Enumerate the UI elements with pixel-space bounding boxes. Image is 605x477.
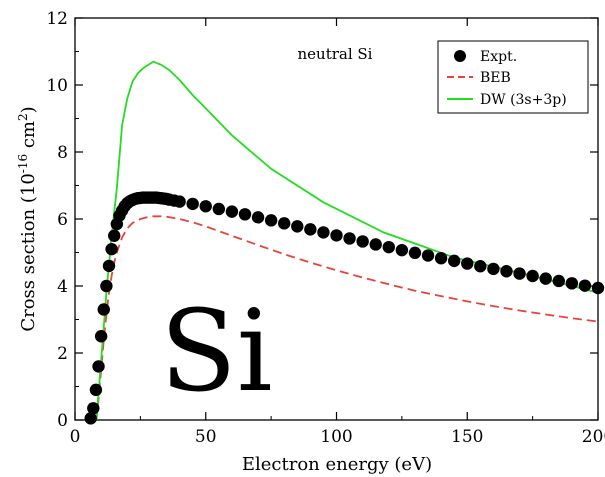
data-point-expt — [500, 265, 513, 278]
overlay-label-si: Si — [160, 287, 273, 417]
data-point-expt — [186, 197, 199, 211]
data-point-expt — [487, 262, 500, 276]
data-point-expt — [395, 243, 409, 257]
y-tick-label: 10 — [46, 76, 68, 96]
legend-label-dw: DW (3s+3p) — [480, 92, 567, 108]
y-tick-label: 12 — [46, 9, 68, 29]
legend-label-beb: BEB — [480, 70, 511, 86]
y-axis-title-mid: cm — [18, 121, 39, 154]
data-point-expt — [87, 402, 100, 415]
data-point-expt — [108, 229, 121, 242]
legend-marker-expt — [454, 50, 466, 62]
data-point-expt — [421, 249, 435, 262]
data-point-expt — [94, 330, 108, 343]
y-tick-label: 8 — [57, 143, 68, 163]
axis-ticks: 0 50 100 150 200 0 2 4 6 8 10 12 — [46, 9, 605, 447]
y-tick-label: 4 — [57, 277, 68, 297]
x-tick-label: 0 — [70, 427, 81, 447]
series-line-beb — [95, 215, 598, 420]
data-point-expt — [369, 238, 382, 251]
data-point-expt — [89, 383, 103, 397]
y-axis-title: Cross section (10-16 cm2) — [16, 106, 39, 331]
data-point-expt — [264, 214, 278, 227]
data-point-expt — [382, 240, 395, 254]
data-point-expt — [578, 279, 592, 292]
data-point-expt — [552, 274, 565, 288]
y-tick-label: 0 — [57, 411, 68, 431]
data-point-expt — [84, 412, 97, 425]
data-point-expt — [461, 257, 474, 270]
legend: Expt. BEB DW (3s+3p) — [437, 40, 589, 114]
data-point-expt — [343, 232, 356, 245]
data-point-expt — [291, 220, 304, 233]
data-point-expt — [97, 303, 110, 316]
data-point-expt — [356, 235, 369, 248]
x-tick-label: 100 — [320, 427, 352, 447]
data-point-expt — [100, 279, 113, 293]
data-point-expt — [408, 246, 422, 260]
data-point-expt — [102, 259, 116, 273]
data-point-expt — [278, 217, 291, 230]
data-point-expt — [105, 242, 118, 256]
data-point-expt — [526, 269, 539, 283]
data-point-expt — [304, 223, 317, 236]
y-axis-title-prefix: Cross section (10 — [18, 173, 39, 331]
data-point-expt — [199, 200, 212, 213]
legend-label-expt: Expt. — [480, 49, 517, 65]
data-point-expt — [225, 205, 239, 218]
data-point-expt — [447, 254, 461, 268]
series-expt — [84, 191, 605, 425]
data-point-expt — [474, 260, 487, 273]
y-tick-label: 6 — [57, 210, 68, 230]
data-point-expt — [565, 277, 579, 290]
x-axis-title: Electron energy (eV) — [242, 454, 432, 475]
data-point-expt — [434, 251, 448, 265]
y-axis-title-suffix: ) — [18, 106, 39, 113]
y-axis-title-exp2: 2 — [16, 113, 30, 121]
series-layer — [84, 60, 605, 425]
x-tick-label: 200 — [582, 427, 605, 447]
x-tick-label: 150 — [451, 427, 483, 447]
data-point-expt — [539, 272, 552, 285]
data-point-expt — [591, 281, 605, 295]
data-point-expt — [212, 202, 226, 216]
data-point-expt — [513, 267, 526, 280]
annotation-neutral-si: neutral Si — [298, 45, 373, 63]
x-tick-label: 50 — [195, 427, 217, 447]
data-point-expt — [238, 208, 252, 221]
y-axis-title-exp1: -16 — [16, 154, 30, 173]
data-point-expt — [330, 229, 343, 242]
series-line-dw-3s-3p — [95, 60, 598, 420]
data-point-expt — [92, 360, 105, 373]
y-tick-label: 2 — [57, 344, 68, 364]
data-point-expt — [251, 211, 265, 224]
data-point-expt — [173, 195, 186, 208]
data-point-expt — [317, 226, 330, 239]
